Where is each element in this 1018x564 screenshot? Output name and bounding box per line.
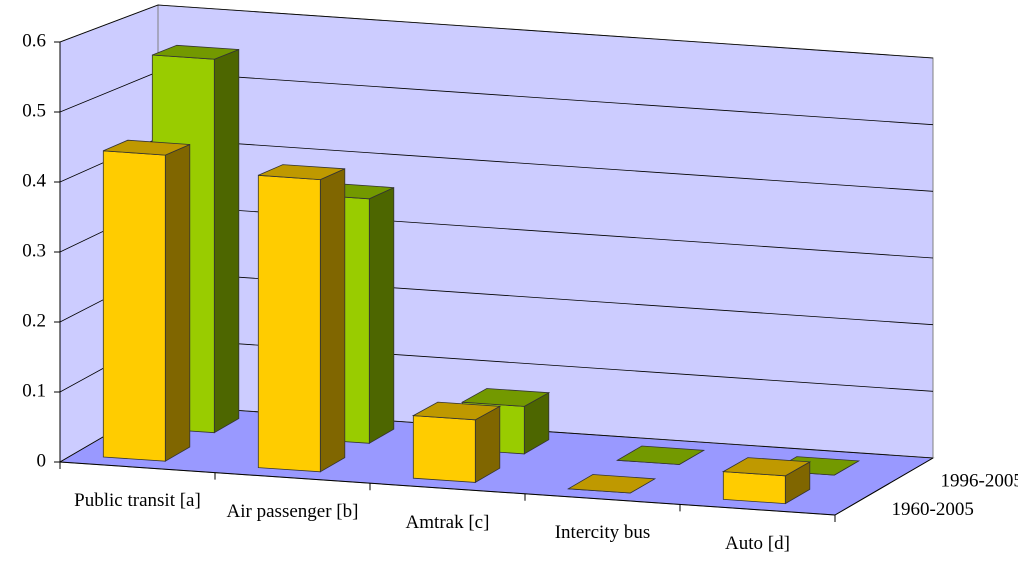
series-label: 1960-2005 <box>892 499 974 520</box>
bar-side <box>319 168 346 473</box>
y-tick-label: 0.3 <box>22 240 46 261</box>
bar-top <box>411 401 502 421</box>
y-tick-label: 0 <box>37 450 47 471</box>
bar <box>257 164 346 473</box>
y-tick-label: 0.2 <box>22 310 46 331</box>
bar-top <box>152 44 239 60</box>
bar-front <box>102 150 166 462</box>
bar <box>615 445 706 465</box>
grid-line <box>59 4 934 59</box>
y-tick-label: 0.4 <box>22 170 46 191</box>
bar-top <box>566 474 657 494</box>
bar <box>721 457 812 505</box>
bar-top <box>258 164 345 181</box>
x-tick-label: Air passenger [b] <box>226 500 359 522</box>
x-tick-label: Public transit [a] <box>74 490 201 512</box>
x-tick-label: Intercity bus <box>554 522 651 544</box>
bar-top <box>615 445 706 465</box>
bar-side <box>213 48 240 434</box>
bar <box>102 139 191 462</box>
x-tick-label: Amtrak [c] <box>405 511 490 533</box>
bar-side <box>368 186 395 444</box>
y-tick-label: 0.1 <box>22 380 46 401</box>
bar-front <box>412 415 476 483</box>
series-label: 1996-2005 <box>941 471 1018 492</box>
bar-top <box>460 388 551 407</box>
bar-front <box>722 471 786 505</box>
depth-axis <box>834 457 934 516</box>
y-tick-label: 0.5 <box>22 100 46 121</box>
bar-side <box>164 143 191 462</box>
bar-top <box>721 457 812 477</box>
bar <box>566 474 657 494</box>
x-axis <box>59 461 836 516</box>
y-tick-label: 0.6 <box>22 30 46 51</box>
x-tick-label: Auto [d] <box>725 532 790 554</box>
bar-top <box>103 139 190 156</box>
bar <box>411 401 502 484</box>
bar-front <box>257 174 321 473</box>
